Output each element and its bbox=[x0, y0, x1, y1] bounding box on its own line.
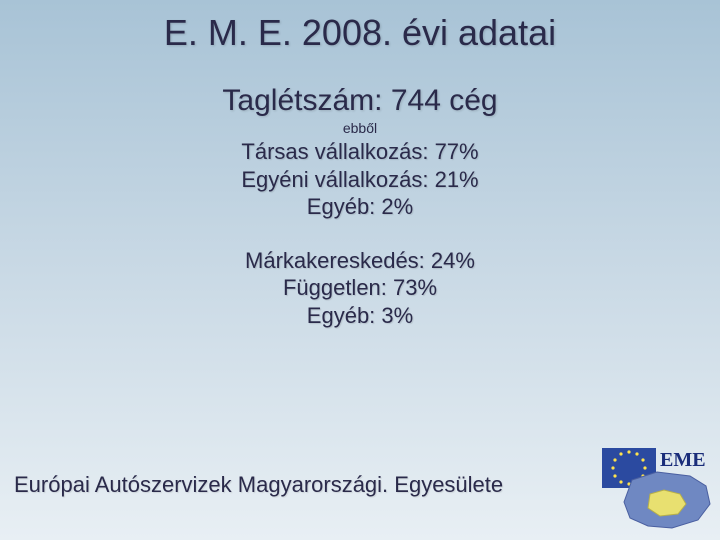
stat-line: Egyéb: 3% bbox=[0, 302, 720, 330]
slide-title: E. M. E. 2008. évi adatai bbox=[0, 0, 720, 54]
stat-line: Márkakereskedés: 24% bbox=[0, 247, 720, 275]
footer-org-name: Európai Autószervizek Magyarországi. Egy… bbox=[14, 472, 503, 498]
stat-line: Független: 73% bbox=[0, 274, 720, 302]
of-which-label: ebből bbox=[0, 120, 720, 136]
eme-logo: EME bbox=[602, 446, 712, 532]
stat-line: Egyéni vállalkozás: 21% bbox=[0, 166, 720, 194]
membership-count: Taglétszám: 744 cég bbox=[0, 84, 720, 118]
stat-line: Egyéb: 2% bbox=[0, 193, 720, 221]
stat-line: Társas vállalkozás: 77% bbox=[0, 138, 720, 166]
breakdown-block-1: Társas vállalkozás: 77% Egyéni vállalkoz… bbox=[0, 138, 720, 221]
breakdown-block-2: Márkakereskedés: 24% Független: 73% Egyé… bbox=[0, 247, 720, 330]
logo-text: EME bbox=[660, 449, 706, 471]
